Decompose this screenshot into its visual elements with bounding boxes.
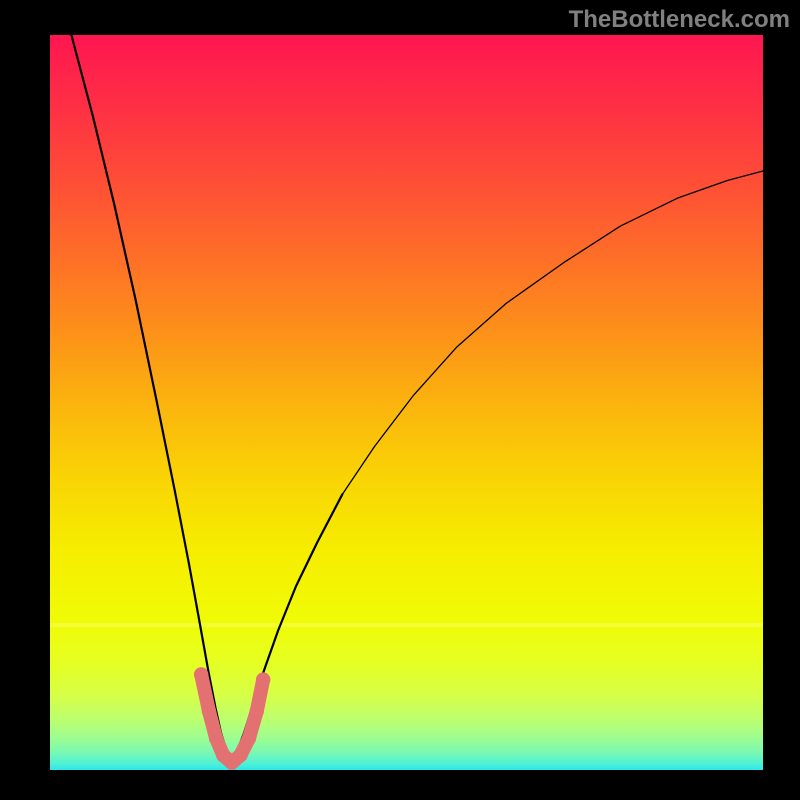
notch-highlight-dot <box>242 731 256 745</box>
chart-container: TheBottleneck.com <box>0 0 800 800</box>
chart-svg <box>50 35 763 770</box>
highlight-band <box>50 623 763 627</box>
notch-highlight-dot <box>209 731 223 745</box>
notch-highlight-dot <box>202 704 216 718</box>
notch-highlight-dot <box>233 748 247 762</box>
notch-highlight-dot <box>256 672 270 686</box>
watermark-text: TheBottleneck.com <box>569 6 790 34</box>
plot-area <box>50 35 763 770</box>
notch-highlight-dot <box>194 667 208 681</box>
notch-highlight-dot <box>250 704 264 718</box>
